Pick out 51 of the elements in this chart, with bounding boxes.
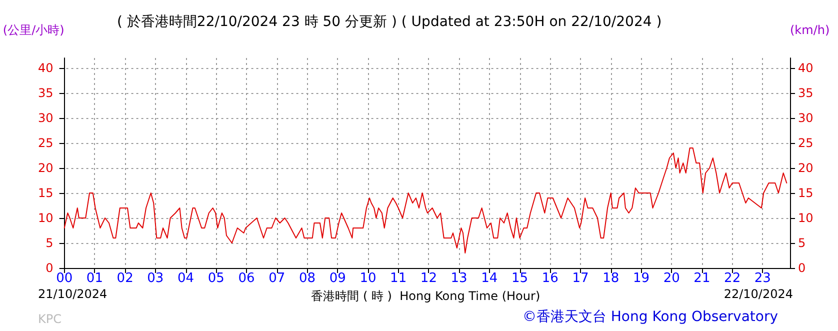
- x-tick-label: 16: [542, 271, 558, 286]
- y2-axis-title: (km/h): [790, 23, 830, 37]
- x-tick-label: 10: [360, 271, 376, 286]
- y-tick-label: 40: [38, 61, 54, 75]
- y-tick-label: 25: [38, 136, 54, 150]
- y2-tick-label: 40: [798, 61, 814, 75]
- x-tick-label: 14: [481, 271, 498, 286]
- x-axis-title: 香港時間 ( 時 ) Hong Kong Time (Hour): [311, 289, 540, 303]
- y-tick-label: 30: [38, 111, 54, 125]
- y-tick-label: 5: [46, 236, 54, 250]
- x-tick-label: 06: [238, 271, 255, 286]
- x-tick-label: 13: [450, 271, 468, 286]
- x-tick-label: 01: [86, 271, 103, 286]
- text: 22/10/2024: [724, 287, 794, 301]
- x-tick-label: 23: [754, 271, 771, 286]
- text: ©香港天文台 Hong Kong Observatory: [522, 309, 778, 325]
- y2-tick-label: 10: [798, 211, 814, 225]
- x-tick-label: 11: [390, 271, 407, 286]
- x-tick-label: 18: [602, 271, 620, 286]
- x-tick-label: 02: [116, 271, 134, 286]
- x-tick-label: 22: [724, 271, 741, 286]
- y-tick-label: 0: [46, 261, 54, 275]
- x-tick-label: 00: [56, 271, 73, 286]
- x-tick-label: 03: [147, 271, 164, 286]
- x-tick-label: 21: [694, 271, 710, 286]
- text: 21/10/2024: [38, 287, 108, 301]
- x-tick-label: 12: [420, 271, 437, 286]
- y2-tick-label: 25: [798, 136, 814, 150]
- y2-tick-label: 35: [798, 86, 814, 100]
- line-series: [64, 148, 788, 254]
- y-tick-label: 15: [38, 186, 54, 200]
- chart-title: ( 於香港時間22/10/2024 23 時 50 分更新 ) ( Updated at 23:50H on 22/10/2024 ): [117, 14, 662, 30]
- y-tick-label: 10: [38, 211, 54, 225]
- y-tick-label: 20: [38, 161, 54, 175]
- y2-tick-label: 0: [798, 261, 806, 275]
- y-tick-label: 35: [38, 86, 54, 100]
- y2-tick-label: 20: [798, 161, 814, 175]
- x-tick-label: 15: [512, 271, 528, 286]
- x-tick-label: 04: [178, 271, 194, 286]
- x-tick-label: 17: [572, 271, 589, 286]
- y2-tick-label: 15: [798, 186, 814, 200]
- y2-tick-label: 5: [798, 236, 806, 250]
- x-tick-label: 07: [268, 271, 286, 286]
- x-tick-label: 08: [298, 271, 316, 286]
- text: KPC: [38, 312, 62, 326]
- x-tick-label: 19: [632, 271, 650, 286]
- y2-tick-label: 30: [798, 111, 814, 125]
- y-axis-title: (公里/小時): [2, 23, 64, 37]
- x-tick-label: 20: [663, 271, 680, 286]
- x-tick-label: 09: [329, 271, 346, 286]
- x-tick-label: 05: [208, 271, 224, 286]
